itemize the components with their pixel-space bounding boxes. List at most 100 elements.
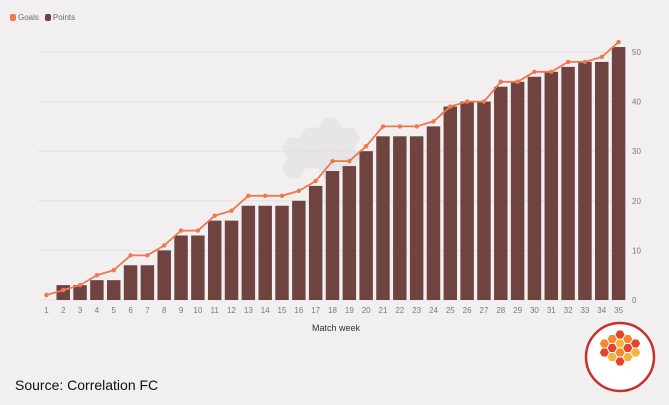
- points-bar: [460, 101, 474, 300]
- goals-point: [616, 39, 621, 45]
- x-tick-label: 12: [227, 306, 236, 315]
- goals-point: [515, 79, 520, 84]
- watermark-hex: [282, 137, 306, 159]
- watermark-hex: [336, 127, 360, 149]
- x-tick-label: 17: [311, 306, 320, 315]
- points-bar: [393, 136, 407, 300]
- x-tick-label: 2: [61, 306, 66, 315]
- logo-hex: [615, 339, 625, 348]
- points-bar: [157, 250, 171, 300]
- source-caption: Source: Correlation FC: [15, 377, 159, 393]
- goals-point: [347, 158, 352, 164]
- goals-point: [431, 119, 436, 124]
- goals-line: [44, 39, 621, 298]
- goals-point: [212, 213, 217, 218]
- goals-point: [128, 253, 133, 258]
- goals-point: [565, 59, 571, 65]
- points-bar: [275, 205, 289, 300]
- points-bar: [140, 265, 155, 300]
- logo-hex: [623, 335, 633, 343]
- x-tick-label: 4: [95, 306, 100, 315]
- x-tick-label: 11: [211, 306, 220, 315]
- goals-point: [296, 188, 302, 194]
- points-bar: [292, 200, 306, 300]
- x-tick-label: 34: [597, 306, 606, 315]
- points-bar: [258, 205, 272, 300]
- points-bar: [308, 185, 323, 300]
- x-tick-label: 3: [78, 306, 83, 315]
- x-tick-label: 18: [328, 306, 337, 315]
- y-tick-label: 50: [632, 48, 641, 57]
- points-bar: [477, 101, 491, 300]
- points-bar: [123, 265, 138, 300]
- points-bar: [106, 280, 121, 300]
- x-tick-label: 33: [580, 306, 589, 315]
- logo-hex: [623, 344, 633, 352]
- x-tick-label: 30: [530, 306, 539, 315]
- x-tick-label: 27: [480, 306, 489, 315]
- x-axis-label: Match week: [312, 323, 361, 333]
- points-bar: [207, 220, 222, 300]
- watermark-hex: [318, 117, 342, 139]
- points-bar: [73, 285, 87, 300]
- goals-point: [44, 292, 49, 298]
- logo-hex: [631, 348, 641, 357]
- logo-hex: [615, 357, 625, 366]
- legend-label-goals: Goals: [18, 13, 39, 22]
- x-tick-label: 14: [261, 306, 270, 315]
- x-tick-label: 32: [564, 306, 573, 315]
- legend-swatch-goals: [10, 14, 16, 21]
- x-axis-ticks: 1 2 3 4 5 6 7 8 9 10 11 12 13 14 15 16 17 18 19 20 21 22 23 24 2…: [44, 306, 623, 315]
- goals-point: [111, 268, 116, 273]
- goals-point: [279, 193, 285, 199]
- logo-hex: [599, 348, 609, 357]
- y-tick-label: 30: [632, 147, 641, 156]
- goals-point: [178, 228, 184, 233]
- x-tick-label: 31: [547, 306, 556, 315]
- goals-point: [77, 282, 83, 288]
- x-tick-label: 24: [429, 306, 438, 315]
- points-bar: [561, 66, 575, 300]
- points-bar: [359, 151, 373, 300]
- points-bar: [611, 47, 626, 300]
- goals-point: [532, 69, 537, 75]
- logo-honeycomb-icon: [599, 330, 641, 366]
- points-bar: [241, 205, 256, 300]
- points-bars: [56, 47, 626, 301]
- y-tick-label: 20: [632, 197, 641, 206]
- watermark-hex: [336, 147, 360, 169]
- x-tick-label: 20: [362, 306, 371, 315]
- points-bar: [443, 106, 458, 300]
- x-tick-label: 22: [395, 306, 404, 315]
- legend-item-points[interactable]: Points: [44, 13, 75, 22]
- x-tick-label: 16: [294, 306, 303, 315]
- points-bar: [376, 136, 390, 300]
- watermark-hex: [300, 127, 324, 149]
- logo-hex: [607, 344, 617, 352]
- honeycomb-watermark: [282, 117, 360, 179]
- goals-point: [380, 124, 386, 129]
- points-bar: [578, 61, 592, 300]
- points-bar: [325, 171, 340, 300]
- x-tick-label: 8: [162, 306, 167, 315]
- points-bar: [90, 280, 104, 300]
- y-tick-label: 10: [632, 246, 641, 255]
- goals-point: [414, 124, 419, 129]
- logo-hex: [623, 353, 633, 361]
- goals-point: [363, 144, 369, 149]
- legend-item-goals[interactable]: Goals: [10, 13, 39, 22]
- goals-point: [397, 124, 403, 129]
- goals-point: [246, 193, 251, 199]
- x-tick-label: 23: [412, 306, 421, 315]
- goals-point: [599, 54, 604, 60]
- points-bar: [494, 86, 508, 300]
- x-tick-label: 21: [379, 306, 388, 315]
- logo-hex: [607, 335, 617, 343]
- points-bar: [595, 61, 609, 300]
- points-bar: [409, 136, 424, 300]
- goals-point: [162, 243, 167, 248]
- goals-point: [94, 273, 100, 278]
- logo-hex: [631, 339, 641, 348]
- x-tick-label: 29: [513, 306, 522, 315]
